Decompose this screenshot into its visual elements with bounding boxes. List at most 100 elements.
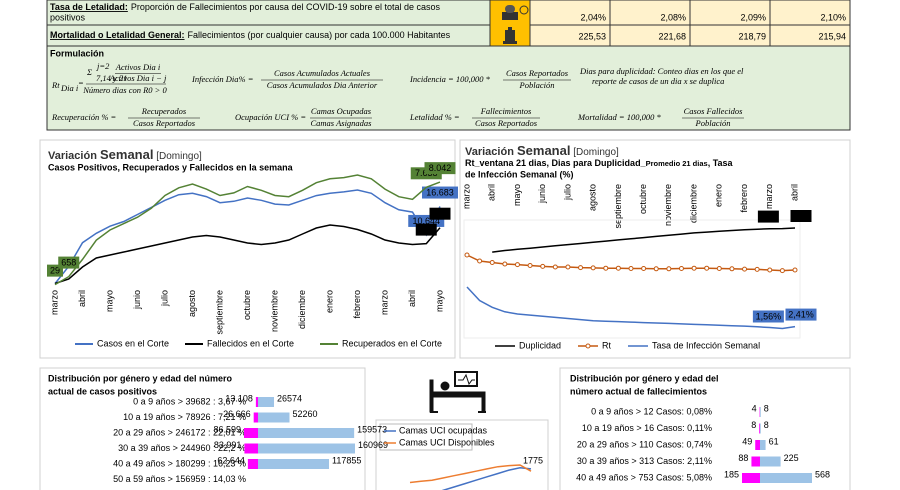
series-line [441,467,532,490]
x-tick-label: abril [789,184,799,201]
series-line [54,224,441,285]
value-label-box [785,308,817,321]
bar-left [755,440,760,450]
row-value: 2,08% [660,12,686,22]
legend-label: Camas UCI ocupadas [399,425,488,435]
series-marker [742,266,748,272]
formula-text: Camas Asignadas [310,118,372,128]
row-label: 30 a 39 años > 313 Casos: 2,11% [577,456,712,466]
x-tick-label: abril [77,290,87,307]
series-marker [590,265,596,271]
x-tick-label: junio [132,290,142,310]
bar-right [258,412,290,423]
formula-text: Fallecimientos [480,106,532,116]
title-part: [Domingo] [153,151,202,162]
chart-subtitle: Casos Positivos, Recuperados y Fallecido… [48,162,294,172]
bar-left [244,428,258,438]
x-tick-label: marzo [461,184,471,209]
chart-title: Distribución por género y edad del númer… [48,373,233,383]
value-label-box [757,210,779,223]
value-label: 61 [769,436,779,446]
row-description: positivos [50,12,86,22]
formula-text: 7,14 y 21 [96,73,127,83]
value-label: 86.599 [213,424,241,434]
value-label: 26.666 [223,409,251,419]
value-label: 88 [738,453,748,463]
formula-text: Casos Reportados [506,68,569,78]
formula-text: Letalidad % = [409,112,460,122]
x-tick-label: abril [407,290,417,307]
title-part: Semanal [100,147,153,162]
legend-marker [585,343,591,349]
value-label: 83.991 [214,440,242,450]
row-label: 20 a 29 años > 110 Casos: 0,74% [577,439,712,449]
x-tick-label: enero [324,290,334,313]
value-label: 8 [764,403,769,413]
row-label: 10 a 19 años > 78926 : 7,21 % [123,412,246,422]
row-value: 2,09% [740,12,766,22]
x-tick-label: septiembre [214,290,224,335]
row-description: Fallecimientos (por cualquier causa) por… [188,30,451,40]
x-tick-label: marzo [764,184,774,209]
value-label: 49 [742,436,752,446]
formula-text: Activos Dia i [115,62,161,72]
row-label: 30 a 39 años > 244960 : 22,2 % [118,443,246,453]
row-label: 40 a 49 años > 180299 : 16,23 % [113,458,246,468]
bar-left [255,397,258,407]
value-label-box [58,256,80,269]
value-label: 26574 [277,393,302,403]
x-tick-label: marzo [379,290,389,315]
series-line [466,286,796,330]
series-marker [603,265,609,271]
chart-title: Variación Semanal [Domingo] [48,147,202,162]
title-part: [Domingo] [570,147,619,158]
formula-text: Casos Reportados [133,118,196,128]
series-marker [489,260,495,265]
series-marker [527,263,533,268]
row-label: Tasa de Letalidad: [50,2,128,12]
row-text: Mortalidad o Letalidad General: Fallecimi… [50,30,451,40]
legend-label: Recuperados en el Corte [342,338,442,348]
series-marker [716,266,722,271]
series-marker [653,266,659,272]
formula-text: = [78,78,84,88]
series-marker [779,268,785,274]
plot-area [463,219,801,339]
value-label: 140 [761,211,776,221]
title-part: Semanal [517,143,570,158]
row-value: 218,79 [738,31,766,41]
formula-text: Número dias con R0 > 0 [82,85,167,95]
formulas-title: Formulación [50,48,104,58]
row-value: 2,10% [820,12,846,22]
formula-text: j=2 [96,61,110,71]
series-line [54,174,441,286]
x-tick-label: julio [562,184,572,201]
value-label: 191 [432,209,447,219]
series-marker [477,258,483,264]
series-marker [729,266,735,272]
x-tick-label: mayo [104,290,114,312]
value-cell [529,0,611,26]
x-tick-label: septiembre [613,184,623,229]
value-label-box [422,186,458,199]
series-marker [565,264,571,270]
legend-label: Casos en el Corte [97,338,169,348]
chart-subtitle: de Infección Semanal (%) [465,169,574,179]
formula-text: Incidencia = 100,000 * [409,74,491,84]
title-part: Variación [48,150,100,162]
value-label: 658 [61,257,76,267]
bar-right [760,456,781,467]
value-label: 4 [752,403,757,413]
value-label-box [752,310,784,323]
value-label-box [415,223,437,236]
subtitle-part: , Tasa [708,158,734,168]
formula-text: Recuperados [141,106,187,116]
chart-title: actual de casos positivos [48,386,157,396]
value-cell [769,0,851,26]
series-line [54,189,441,285]
subtitle-part: Promedio 21 dias [646,159,708,168]
formula-text: Casos Reportados [475,118,538,128]
bar-right [760,440,766,450]
value-label: 159573 [357,424,387,434]
